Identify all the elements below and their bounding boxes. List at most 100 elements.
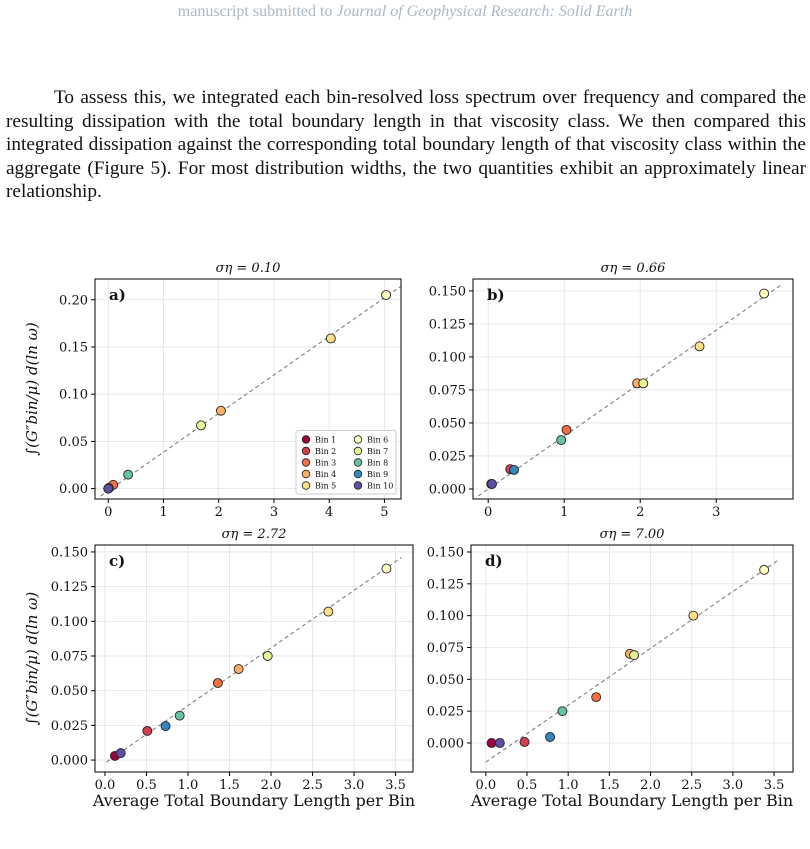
data-point bbox=[519, 737, 530, 747]
x-tick-label: 2.5 bbox=[302, 778, 323, 793]
y-tick-label: 0.075 bbox=[51, 650, 88, 665]
y-axis-label: ∫(G″bin/μ) d(ln ω) bbox=[23, 592, 41, 726]
legend-label: Bin 2 bbox=[315, 447, 336, 456]
y-tick-label: 0.100 bbox=[427, 609, 464, 624]
x-tick-label: 3.0 bbox=[344, 778, 365, 793]
x-axis-label: Average Total Boundary Length per Bin bbox=[92, 791, 415, 810]
data-point bbox=[638, 378, 649, 389]
legend-label: Bin 1 bbox=[315, 436, 336, 445]
x-tick-label: 3 bbox=[270, 505, 278, 520]
legend-marker bbox=[353, 435, 363, 444]
y-tick-label: 0.050 bbox=[429, 416, 466, 431]
panel-label: b) bbox=[487, 286, 505, 304]
data-point bbox=[323, 606, 334, 617]
x-tick-label: 3 bbox=[712, 505, 720, 520]
data-point bbox=[381, 290, 392, 301]
y-tick-label: 0.125 bbox=[51, 580, 88, 595]
y-tick-label: 0.20 bbox=[59, 293, 88, 308]
legend-marker bbox=[353, 458, 363, 467]
x-tick-label: 2.5 bbox=[681, 778, 702, 793]
data-point bbox=[142, 725, 153, 736]
x-tick-label: 4 bbox=[325, 505, 333, 520]
y-tick-label: 0.000 bbox=[51, 754, 88, 769]
panel-title: ση = 2.72 bbox=[222, 527, 287, 542]
data-point bbox=[212, 678, 223, 689]
data-point bbox=[103, 483, 114, 494]
x-tick-label: 5 bbox=[380, 505, 388, 520]
y-tick-label: 0.075 bbox=[427, 641, 464, 656]
y-tick-label: 0.050 bbox=[51, 684, 88, 699]
legend-marker bbox=[301, 435, 311, 444]
legend-label: Bin 5 bbox=[315, 482, 336, 491]
y-tick-label: 0.100 bbox=[429, 350, 466, 365]
data-point bbox=[160, 721, 171, 732]
legend-marker bbox=[301, 446, 311, 456]
legend-label: Bin 4 bbox=[315, 470, 336, 479]
data-point bbox=[629, 650, 640, 661]
data-point bbox=[123, 469, 134, 480]
panel-title: ση = 0.66 bbox=[601, 261, 666, 276]
x-tick-label: 0 bbox=[484, 505, 492, 520]
data-point bbox=[115, 748, 126, 759]
x-tick-label: 0.5 bbox=[136, 778, 157, 793]
x-tick-label: 0.0 bbox=[475, 778, 496, 793]
legend-label: Bin 3 bbox=[315, 459, 336, 468]
x-tick-label: 3.5 bbox=[385, 778, 406, 793]
y-tick-label: 0.150 bbox=[51, 545, 88, 560]
x-tick-label: 1 bbox=[560, 505, 568, 520]
legend-marker bbox=[301, 469, 311, 479]
plot-frame bbox=[470, 544, 794, 773]
y-tick-label: 0.05 bbox=[59, 435, 88, 450]
data-point bbox=[174, 710, 185, 721]
data-point bbox=[759, 564, 770, 575]
data-point bbox=[381, 563, 392, 574]
y-tick-label: 0.10 bbox=[59, 388, 88, 403]
y-tick-label: 0.000 bbox=[427, 736, 464, 751]
data-point bbox=[557, 706, 568, 717]
panel-label: d) bbox=[485, 552, 503, 570]
x-tick-label: 1 bbox=[159, 505, 167, 520]
legend-marker bbox=[353, 446, 363, 456]
y-tick-label: 0.00 bbox=[59, 482, 88, 497]
x-tick-label: 1.0 bbox=[558, 778, 579, 793]
legend-label: Bin 10 bbox=[367, 482, 393, 491]
x-tick-label: 1.5 bbox=[599, 778, 620, 793]
y-tick-label: 0.125 bbox=[429, 317, 466, 332]
data-point bbox=[509, 464, 519, 475]
legend-label: Bin 6 bbox=[367, 436, 388, 445]
data-point bbox=[688, 610, 699, 621]
x-tick-label: 1.0 bbox=[178, 778, 199, 793]
legend-label: Bin 7 bbox=[367, 447, 388, 456]
data-point bbox=[545, 732, 556, 742]
y-tick-label: 0.000 bbox=[429, 482, 466, 497]
data-point bbox=[591, 692, 602, 703]
legend-label: Bin 9 bbox=[367, 470, 388, 479]
data-point bbox=[494, 738, 505, 748]
legend-marker bbox=[353, 481, 363, 490]
y-axis-label: ∫(G″bin/μ) d(ln ω) bbox=[23, 322, 41, 456]
data-point bbox=[561, 424, 572, 435]
data-point bbox=[196, 420, 207, 431]
y-tick-label: 0.15 bbox=[59, 340, 88, 355]
data-point bbox=[233, 664, 244, 674]
panel-title: ση = 7.00 bbox=[600, 527, 665, 542]
journal-name: Journal of Geophysical Research: Solid E… bbox=[336, 3, 633, 20]
panel-label: c) bbox=[109, 552, 125, 570]
data-point bbox=[325, 333, 336, 344]
y-tick-label: 0.075 bbox=[429, 383, 466, 398]
legend-label: Bin 8 bbox=[367, 459, 388, 468]
legend-marker bbox=[301, 481, 311, 490]
y-tick-label: 0.025 bbox=[429, 449, 466, 464]
data-point bbox=[487, 478, 497, 489]
x-tick-label: 3.0 bbox=[723, 778, 744, 793]
plot-frame bbox=[94, 544, 414, 773]
legend: Bin 1 Bin 2 Bin 3 Bin 4 Bin 5 Bin 6 Bin 7 Bin 8… bbox=[295, 430, 397, 495]
data-point bbox=[556, 435, 567, 446]
legend-box bbox=[295, 430, 397, 495]
data-point bbox=[694, 341, 705, 352]
data-point bbox=[215, 405, 226, 416]
y-tick-label: 0.025 bbox=[427, 705, 464, 720]
data-point bbox=[759, 288, 770, 299]
